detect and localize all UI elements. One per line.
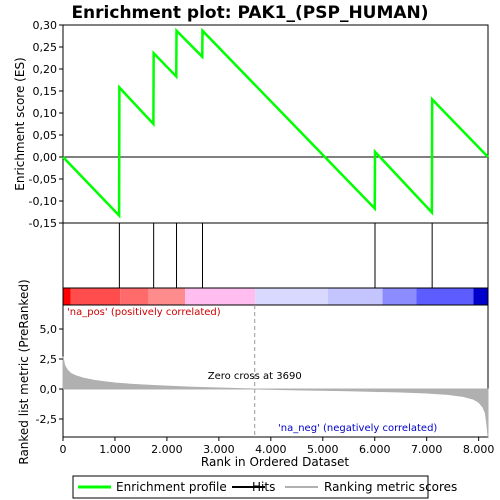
es-panel: -0,15 -0,10 -0,05 0,00 0,05 0,10 0,15 0,20 0,25 0… xyxy=(13,19,489,230)
ranking-metric-area xyxy=(62,356,489,438)
legend: Enrichment profile Hits Ranking metric s… xyxy=(72,475,457,499)
es-y-axis: -0,15 -0,10 -0,05 0,00 0,05 0,10 0,15 0,20 0,25 0… xyxy=(29,19,63,230)
ranked-heatmap-bar xyxy=(62,287,489,306)
legend-label-ranking-metric: Ranking metric scores xyxy=(324,480,457,494)
x-tick-label: 7.000 xyxy=(411,443,443,456)
x-tick-label: 8.000 xyxy=(463,443,495,456)
heatmap-segment xyxy=(327,288,383,305)
es-panel-frame xyxy=(62,24,489,224)
metric-y-axis: -2,5 0,0 2,5 5,0 xyxy=(36,323,63,426)
heatmap-segment xyxy=(70,288,121,305)
legend-label-enrichment-profile: Enrichment profile xyxy=(116,480,227,494)
heatmap-segment xyxy=(148,288,186,305)
es-y-tick-label: 0,15 xyxy=(33,85,58,98)
es-y-axis-label: Enrichment score (ES) xyxy=(13,57,27,190)
hits-panel-frame xyxy=(62,222,489,289)
heatmap-segment xyxy=(255,288,328,305)
heatmap-segment xyxy=(382,288,417,305)
x-tick-label: 4.000 xyxy=(255,443,287,456)
negative-correlation-label: 'na_neg' (negatively correlated) xyxy=(278,423,437,434)
heatmap-segment xyxy=(185,288,256,305)
hits-panel xyxy=(62,222,489,289)
x-axis: 0 1.000 2.000 3.000 4.000 5.000 6.000 7.000 8.00… xyxy=(60,437,495,456)
x-tick-label: 0 xyxy=(60,443,67,456)
hit-lines xyxy=(118,223,433,288)
chart-title: Enrichment plot: PAK1_(PSP_HUMAN) xyxy=(71,3,428,23)
x-tick-label: 3.000 xyxy=(203,443,235,456)
x-tick-label: 5.000 xyxy=(307,443,339,456)
zero-cross-label: Zero cross at 3690 xyxy=(208,371,302,382)
es-y-tick-label: 0,20 xyxy=(33,63,58,76)
positive-correlation-label: 'na_pos' (positively correlated) xyxy=(67,307,221,318)
es-y-tick-label: 0,00 xyxy=(33,151,58,164)
heatmap-segment xyxy=(473,288,488,305)
metric-y-tick-label: 0,0 xyxy=(40,383,58,396)
heatmap-segment xyxy=(63,288,71,305)
x-axis-label: Rank in Ordered Dataset xyxy=(201,455,349,469)
x-tick-label: 6.000 xyxy=(359,443,391,456)
legend-label-hits: Hits xyxy=(252,480,275,494)
es-y-tick-label: -0,05 xyxy=(29,173,57,186)
metric-y-tick-label: -2,5 xyxy=(36,413,57,426)
metric-y-tick-label: 5,0 xyxy=(40,323,58,336)
enrichment-profile-line xyxy=(62,27,489,219)
es-y-tick-label: 0,25 xyxy=(33,41,58,54)
es-y-tick-label: 0,10 xyxy=(33,107,58,120)
metric-y-axis-label: Ranked list metric (PreRanked) xyxy=(17,279,31,464)
es-y-tick-label: -0,10 xyxy=(29,195,57,208)
es-y-tick-label: 0,05 xyxy=(33,129,58,142)
metric-y-tick-label: 2,5 xyxy=(40,353,58,366)
heatmap-segment xyxy=(416,288,474,305)
heatmap-segment xyxy=(120,288,149,305)
es-y-tick-label: 0,30 xyxy=(33,19,58,32)
x-tick-label: 1.000 xyxy=(99,443,131,456)
metric-panel: -2,5 0,0 2,5 5,0 Zero cross at 3690 'na_pos… xyxy=(17,279,489,465)
x-tick-label: 2.000 xyxy=(151,443,183,456)
es-y-tick-label: -0,15 xyxy=(29,217,57,230)
